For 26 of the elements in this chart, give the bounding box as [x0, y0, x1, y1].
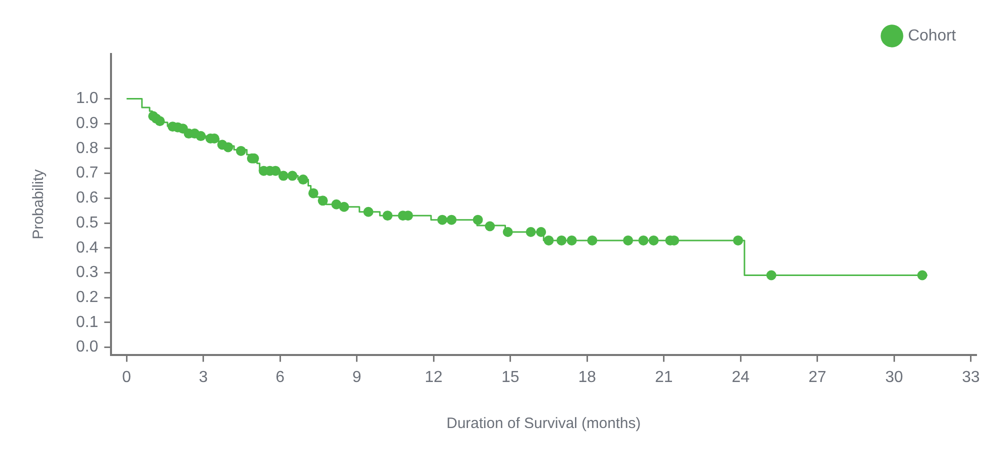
- x-tick-label: 33: [962, 368, 980, 386]
- x-tick-label: 3: [198, 368, 208, 386]
- y-tick-label: 0.7: [76, 164, 98, 182]
- y-tick-label: 0.4: [76, 239, 98, 256]
- y-tick-label: 0.6: [76, 190, 98, 207]
- y-tick-label: 0.1: [76, 314, 98, 331]
- x-tick-label: 21: [654, 368, 673, 386]
- x-tick-label: 27: [808, 368, 826, 386]
- x-tick-label: 0: [122, 368, 132, 386]
- y-tick-label: 0.2: [76, 289, 98, 306]
- x-tick-label: 12: [424, 368, 443, 386]
- y-tick-label: 0.3: [76, 264, 98, 282]
- y-tick-label: 0.9: [76, 115, 98, 132]
- x-tick-label: 9: [352, 368, 362, 386]
- x-tick-label: 24: [732, 368, 750, 386]
- y-tick-label: 0.8: [76, 140, 98, 157]
- legend-label: Cohort: [908, 27, 957, 44]
- y-tick-label: 0.0: [76, 338, 98, 356]
- x-tick-label: 15: [501, 368, 520, 386]
- x-tick-label: 6: [276, 368, 285, 386]
- x-tick-label: 18: [578, 368, 596, 386]
- y-tick-label: 1.0: [76, 90, 98, 108]
- y-axis-title: Probability: [30, 168, 48, 240]
- x-axis-title: Duration of Survival (months): [446, 415, 641, 432]
- x-tick-label: 30: [885, 368, 904, 386]
- y-tick-label: 0.5: [76, 214, 98, 232]
